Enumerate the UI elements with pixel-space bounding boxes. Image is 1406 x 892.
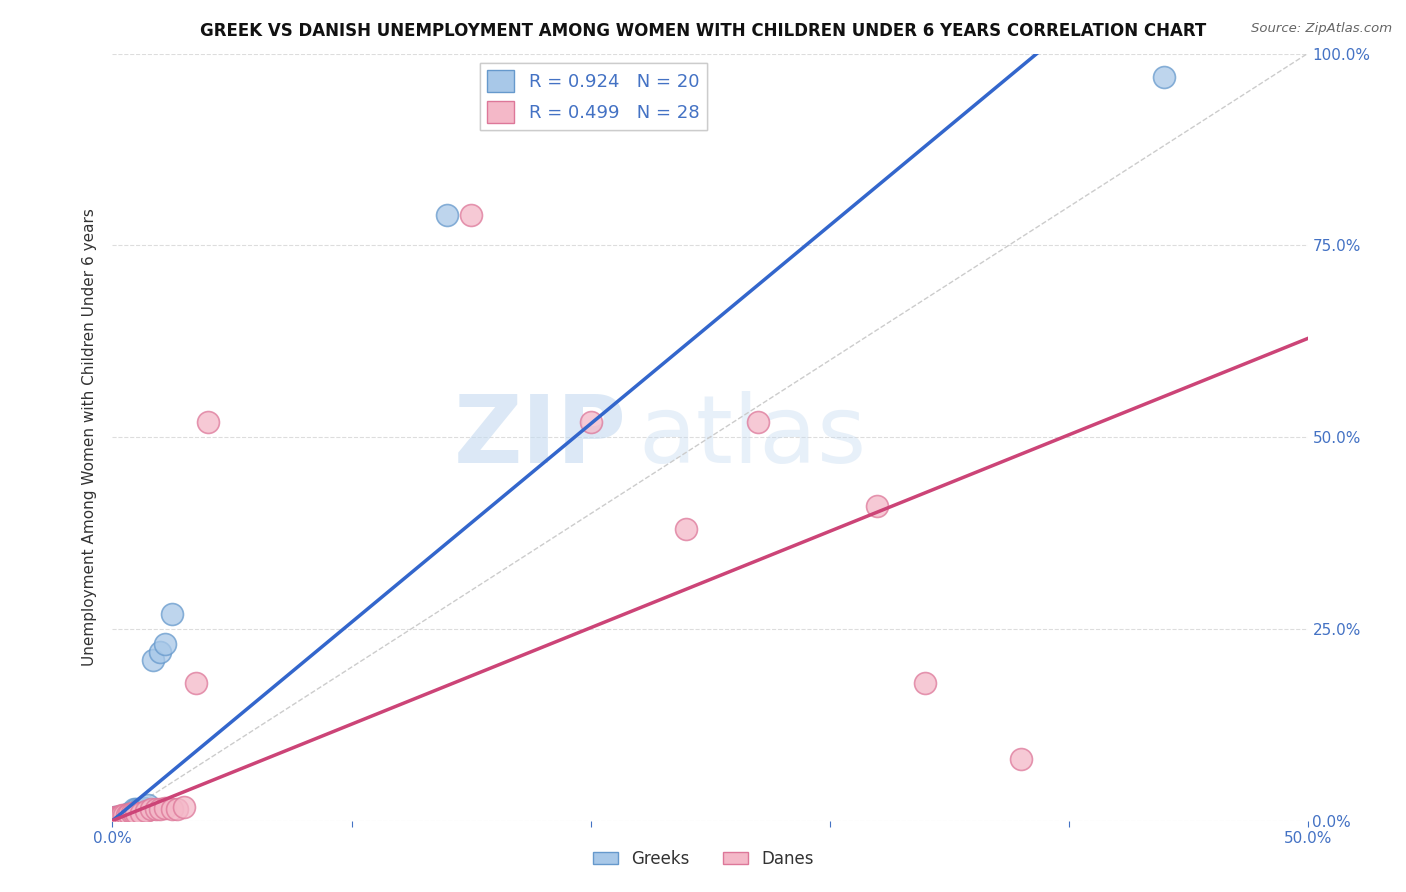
Point <box>122 802 145 816</box>
Text: Source: ZipAtlas.com: Source: ZipAtlas.com <box>1251 22 1392 36</box>
Point <box>149 802 172 816</box>
Point <box>675 522 697 536</box>
Point <box>129 802 152 816</box>
Legend: Greeks, Danes: Greeks, Danes <box>586 844 820 875</box>
Point <box>128 802 150 816</box>
Point <box>162 802 183 816</box>
Point <box>162 607 183 621</box>
Point <box>104 810 127 824</box>
Point <box>579 415 602 429</box>
Point <box>166 802 188 816</box>
Point <box>1010 752 1032 766</box>
Text: GREEK VS DANISH UNEMPLOYMENT AMONG WOMEN WITH CHILDREN UNDER 6 YEARS CORRELATION: GREEK VS DANISH UNEMPLOYMENT AMONG WOMEN… <box>200 22 1206 40</box>
Point <box>129 805 152 820</box>
Point <box>132 801 155 815</box>
Point <box>125 805 148 820</box>
Point <box>149 645 172 659</box>
Point <box>747 415 769 429</box>
Point <box>108 809 131 823</box>
Point <box>153 801 176 815</box>
Legend: R = 0.924   N = 20, R = 0.499   N = 28: R = 0.924 N = 20, R = 0.499 N = 28 <box>479 62 707 130</box>
Point <box>914 675 936 690</box>
Point <box>108 810 131 824</box>
Point <box>197 415 219 429</box>
Point <box>114 810 135 824</box>
Point <box>115 807 138 822</box>
Point <box>111 810 134 824</box>
Point <box>122 805 145 820</box>
Text: ZIP: ZIP <box>454 391 627 483</box>
Point <box>173 800 195 814</box>
Point <box>125 802 148 816</box>
Text: atlas: atlas <box>638 391 866 483</box>
Point <box>866 499 889 513</box>
Point <box>460 208 482 222</box>
Point <box>135 805 157 819</box>
Point <box>121 805 143 820</box>
Point <box>138 798 160 813</box>
Point <box>105 810 128 824</box>
Y-axis label: Unemployment Among Women with Children Under 6 years: Unemployment Among Women with Children U… <box>82 208 97 666</box>
Point <box>436 208 458 222</box>
Point <box>118 806 141 821</box>
Point <box>115 807 138 822</box>
Point <box>111 808 134 822</box>
Point <box>186 675 208 690</box>
Point <box>139 802 162 816</box>
Point <box>153 637 176 651</box>
Point <box>1153 70 1175 84</box>
Point <box>142 652 165 666</box>
Point <box>145 802 167 816</box>
Point <box>104 810 127 824</box>
Point <box>118 805 141 820</box>
Point <box>114 807 135 822</box>
Point <box>105 810 128 824</box>
Point <box>121 805 143 820</box>
